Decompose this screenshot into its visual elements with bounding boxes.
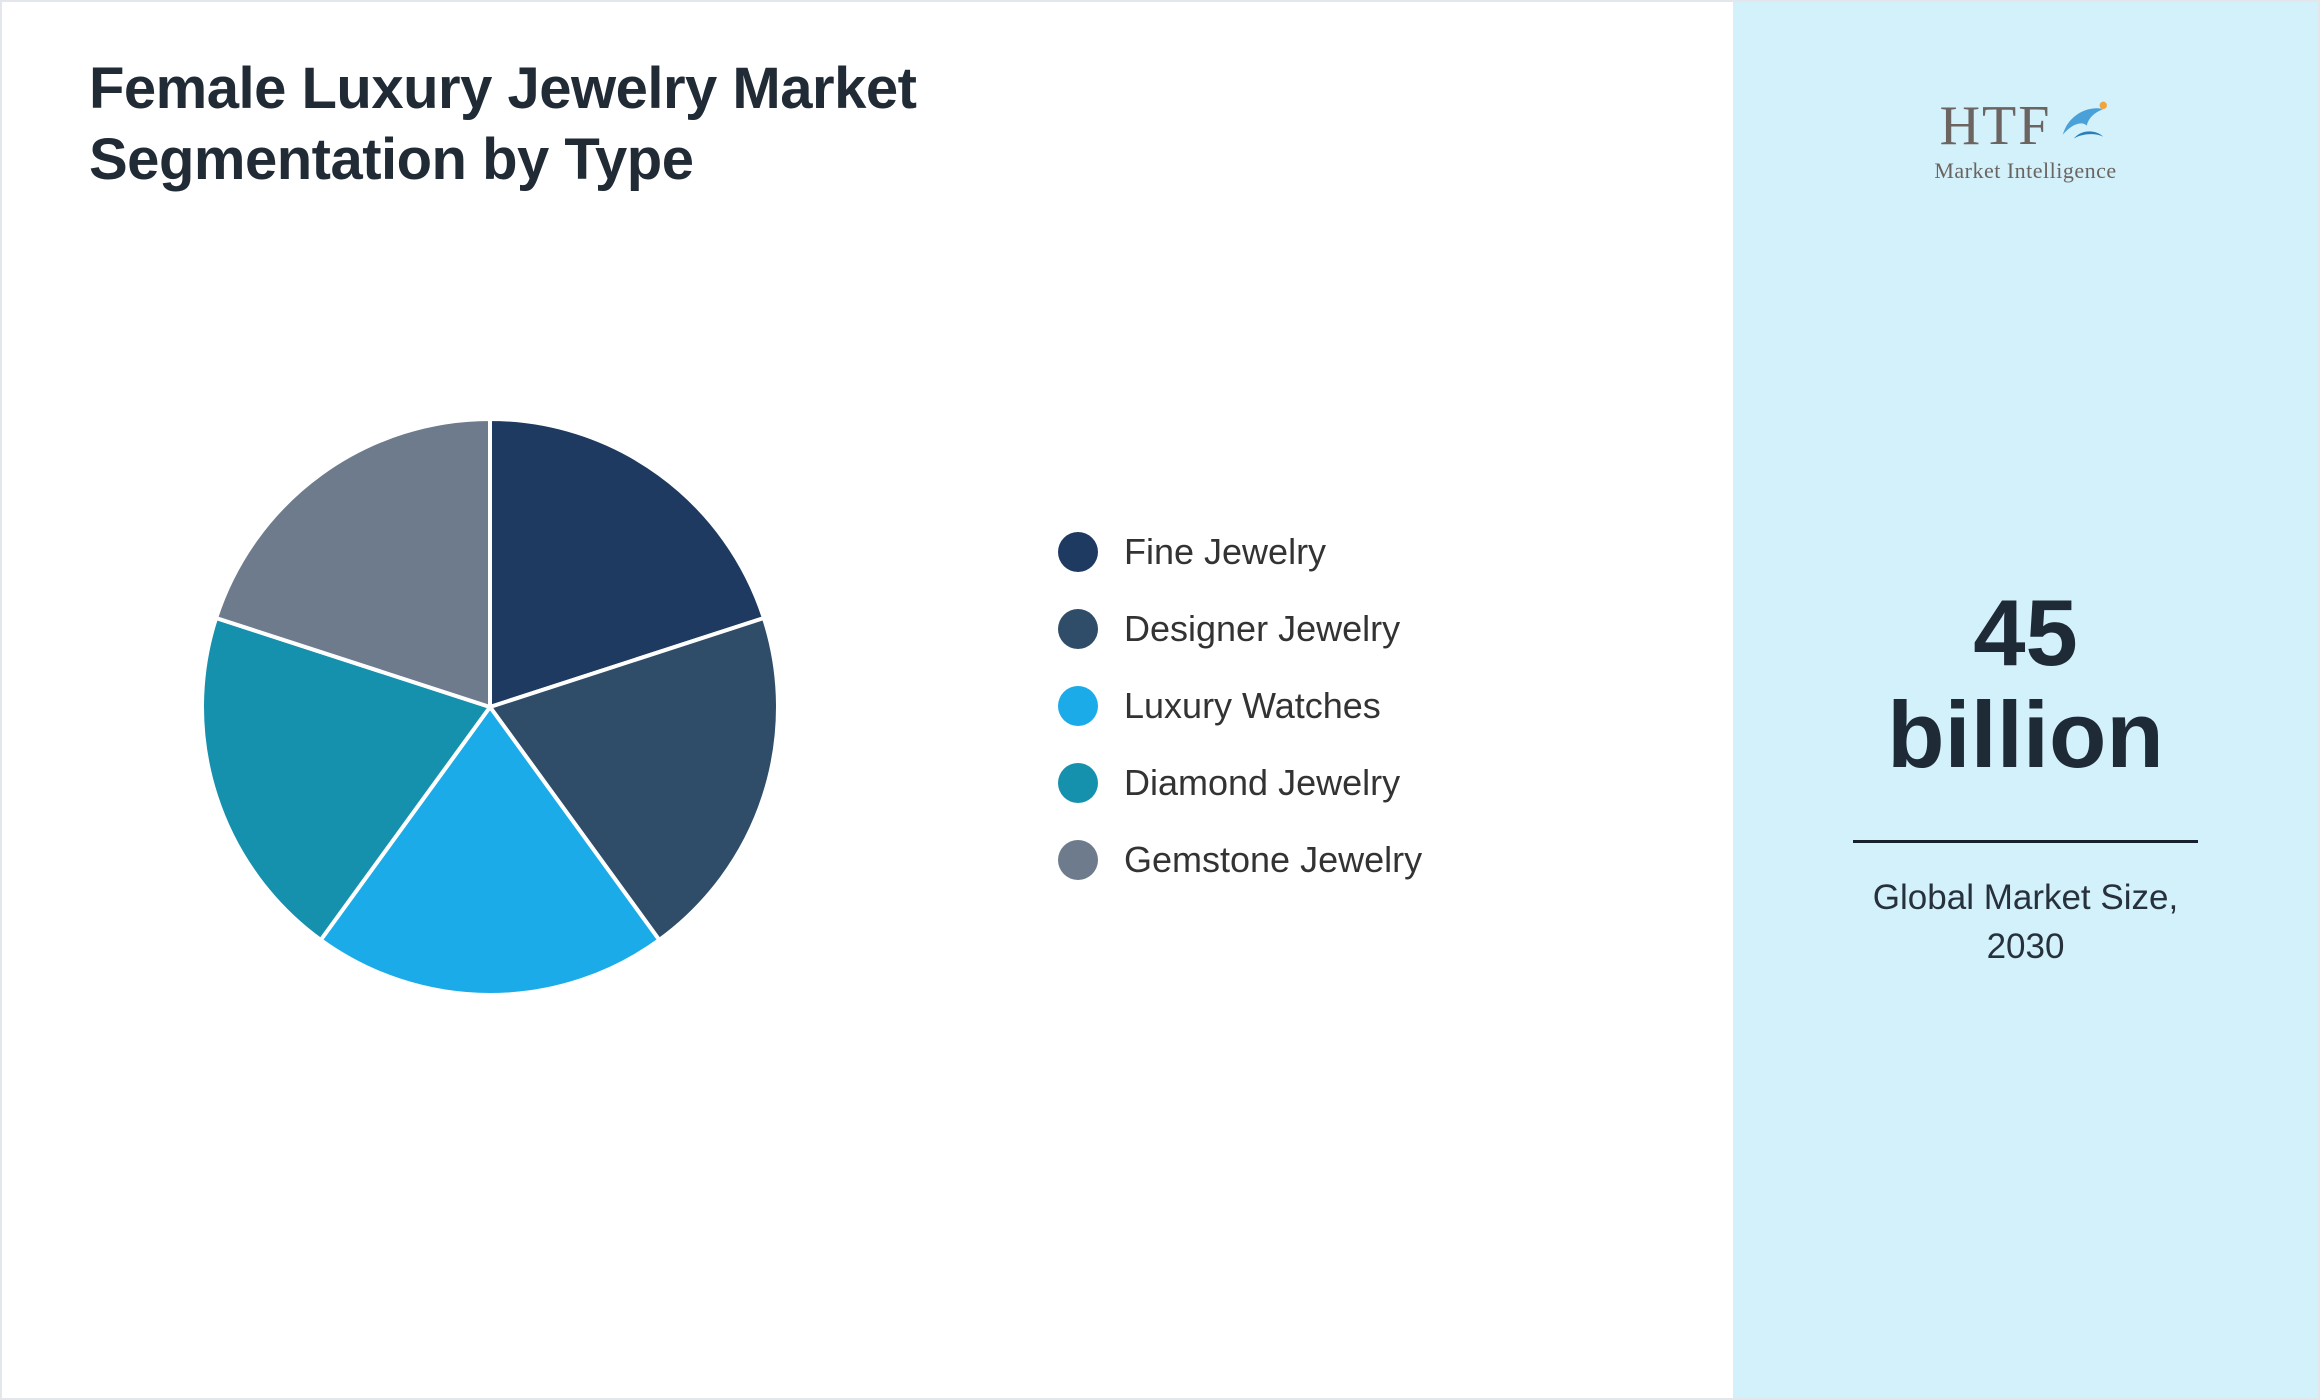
legend: Fine Jewelry Designer Jewelry Luxury Watch… xyxy=(1058,530,1422,882)
market-size-caption: Global Market Size, 2030 xyxy=(1872,878,2179,967)
chart-panel: Female Luxury Jewelry Market Segmentatio… xyxy=(2,2,1733,1398)
logo-text: HTF xyxy=(1939,95,2052,157)
legend-item: Luxury Watches xyxy=(1058,684,1422,728)
pie-slice-diamond-jewelry xyxy=(200,616,492,942)
legend-label: Designer Jewelry xyxy=(1124,608,1401,649)
logo: HTF Market Intelligence xyxy=(1934,98,2116,184)
legend-item: Diamond Jewelry xyxy=(1058,761,1422,805)
pie-slice-fine-jewelry xyxy=(488,417,766,709)
legend-swatch xyxy=(1058,763,1098,803)
legend-item: Designer Jewelry xyxy=(1058,607,1422,651)
chart-title: Female Luxury Jewelry Market Segmentatio… xyxy=(89,56,917,192)
dolphin-icon xyxy=(2055,98,2111,149)
legend-swatch xyxy=(1058,532,1098,572)
pie-chart xyxy=(190,407,790,1007)
legend-swatch xyxy=(1058,686,1098,726)
logo-row: HTF xyxy=(1934,98,2116,154)
legend-item: Gemstone Jewelry xyxy=(1058,838,1422,882)
divider xyxy=(1853,840,2198,844)
legend-swatch xyxy=(1058,840,1098,880)
legend-label: Gemstone Jewelry xyxy=(1124,839,1423,880)
logo-subtext: Market Intelligence xyxy=(1934,158,2117,183)
pie-chart-svg xyxy=(200,417,780,998)
legend-label: Luxury Watches xyxy=(1124,685,1381,726)
sidebar: HTF Market Intelligence 45 billion Globa… xyxy=(1733,2,2318,1398)
legend-swatch xyxy=(1058,609,1098,649)
legend-label: Diamond Jewelry xyxy=(1124,762,1401,803)
market-size-value: 45 billion xyxy=(1887,580,2164,787)
pie-slice-designer-jewelry xyxy=(488,616,780,942)
legend-label: Fine Jewelry xyxy=(1124,531,1327,572)
legend-item: Fine Jewelry xyxy=(1058,530,1422,574)
pie-slice-luxury-watches xyxy=(318,705,662,998)
pie-slice-gemstone-jewelry xyxy=(214,417,492,709)
